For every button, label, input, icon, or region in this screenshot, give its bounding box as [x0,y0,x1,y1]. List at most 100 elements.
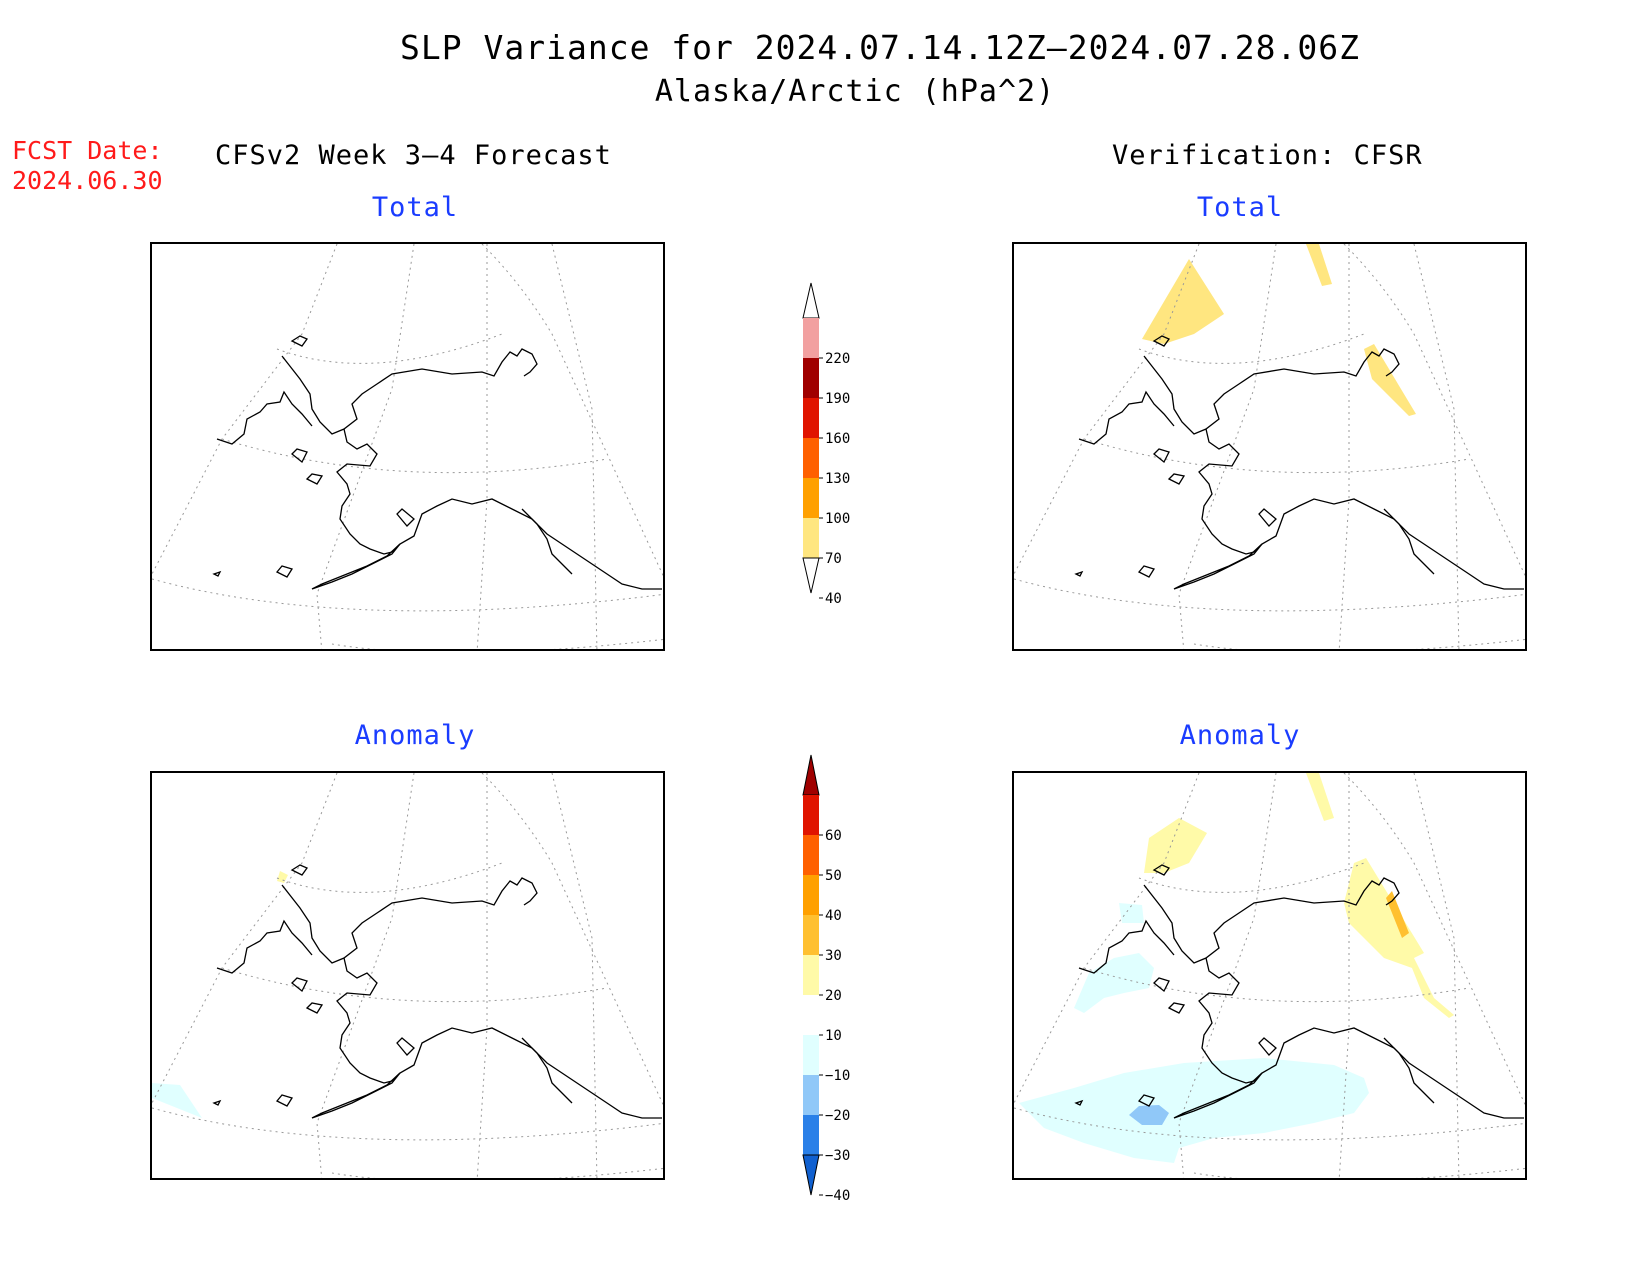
coastline [1152,335,1170,347]
coastline [1167,1002,1186,1014]
graticule-line [1413,244,1460,649]
graticule-line [331,1167,663,1178]
colorbar-tick-label: 220 [825,351,850,367]
coastline [1173,543,1263,590]
contour-anom-minus10-minus20 [1119,903,1144,923]
colorbar-tick-label: −10 [825,1068,850,1084]
coastline [1258,1037,1277,1056]
colorbar-box [803,1035,819,1075]
contour-total-40-70 [1142,259,1224,344]
coastline [216,919,313,974]
colorbar-box [803,795,819,835]
contour-total-40-70 [1306,244,1332,286]
graticule-line [1178,244,1277,649]
coastline [275,565,294,578]
column-header-forecast: CFSv2 Week 3–4 Forecast [215,140,612,171]
coastline [1153,977,1170,993]
coastline [290,864,308,876]
coastline [291,448,308,464]
colorbar-box [803,1115,819,1155]
graticule-line [1014,578,1525,612]
contour-anom-10-20 [1344,858,1454,1018]
panel-title-verification-anomaly: Anomaly [1179,720,1301,751]
colorbar-tick-label: 50 [825,868,842,884]
coastline [216,390,313,445]
graticule-line [551,773,598,1178]
colorbar-tick-label: 70 [825,551,842,567]
coastline [1173,1072,1263,1119]
colorbar-tick-label: 40 [825,591,842,607]
graticule-line [1343,773,1525,1106]
colorbar-box [803,358,819,398]
coastline [1152,864,1170,876]
graticule-line [1338,773,1350,1178]
graticule-line [316,773,415,1178]
map-verification-anomaly [1012,771,1527,1180]
colorbar-tick-label: 130 [825,471,850,487]
graticule-line [331,638,663,649]
coastline [1143,877,1400,964]
graticule-line [1413,773,1460,1178]
coastline [1078,390,1175,445]
coastline [1074,570,1084,577]
graticule-line [316,244,415,649]
contour-anom-minus10-minus20 [152,1083,202,1118]
map-forecast-anomaly [150,771,665,1180]
coastline [281,877,538,964]
coastline [1074,1099,1084,1106]
coastline [1153,448,1170,464]
colorbar-tick-label: 60 [825,828,842,844]
coastline [336,957,662,1119]
graticule-line [221,438,608,474]
coastline [1143,348,1400,435]
map-graphic [152,773,663,1178]
main-title: SLP Variance for 2024.07.14.12Z–2024.07.… [400,28,1360,67]
coastline [336,428,662,590]
graticule-line [1138,862,1365,893]
coastline [396,1037,415,1056]
coastline [212,1099,222,1106]
colorbar-tick-label: 40 [825,908,842,924]
graticule-line [1178,773,1277,1178]
coastline [1258,508,1277,527]
colorbar-tick-label: 20 [825,988,842,1004]
graticule-line [152,244,338,575]
colorbar-bottom-triangle [802,1154,820,1196]
map-forecast-total [150,242,665,651]
colorbar-box [803,398,819,438]
graticule-line [481,244,663,577]
colorbar-tick-label: 30 [825,948,842,964]
colorbar-box [803,835,819,875]
graticule-line [1014,1107,1525,1141]
graticule-line [1193,1167,1525,1178]
colorbar-anomaly: 60 50 40 30 20 10 −10 −20 −30 −40 [795,752,875,1204]
contour-anom-20-30 [1386,891,1409,938]
graticule-line [1014,244,1200,575]
graticule-line [152,1107,663,1141]
coastline [1167,473,1186,485]
colorbar-bottom-triangle [802,557,820,594]
colorbar-tick-label: −20 [825,1108,850,1124]
colorbar-top-triangle [802,282,820,319]
graticule-line [221,967,608,1003]
colorbar-box [803,875,819,915]
coastline [305,473,324,485]
colorbar-top-triangle [802,754,820,796]
contour-anom-10-20 [1144,818,1207,873]
coastline [311,543,401,590]
coastline [521,1037,573,1104]
graticule-line [481,773,663,1106]
graticule-line [476,244,488,649]
colorbar-box [803,438,819,478]
panel-title-forecast-total: Total [371,192,459,223]
coastline [305,1002,324,1014]
map-graphic [152,244,663,649]
graticule-line [1193,638,1525,649]
forecast-date-value: 2024.06.30 [12,166,163,195]
graticule-line [152,578,663,612]
coastline [281,348,538,435]
colorbar-tick-label: −40 [825,1188,850,1202]
map-verification-total [1012,242,1527,651]
coastline [311,1072,401,1119]
colorbar-tick-label: 10 [825,1028,842,1044]
